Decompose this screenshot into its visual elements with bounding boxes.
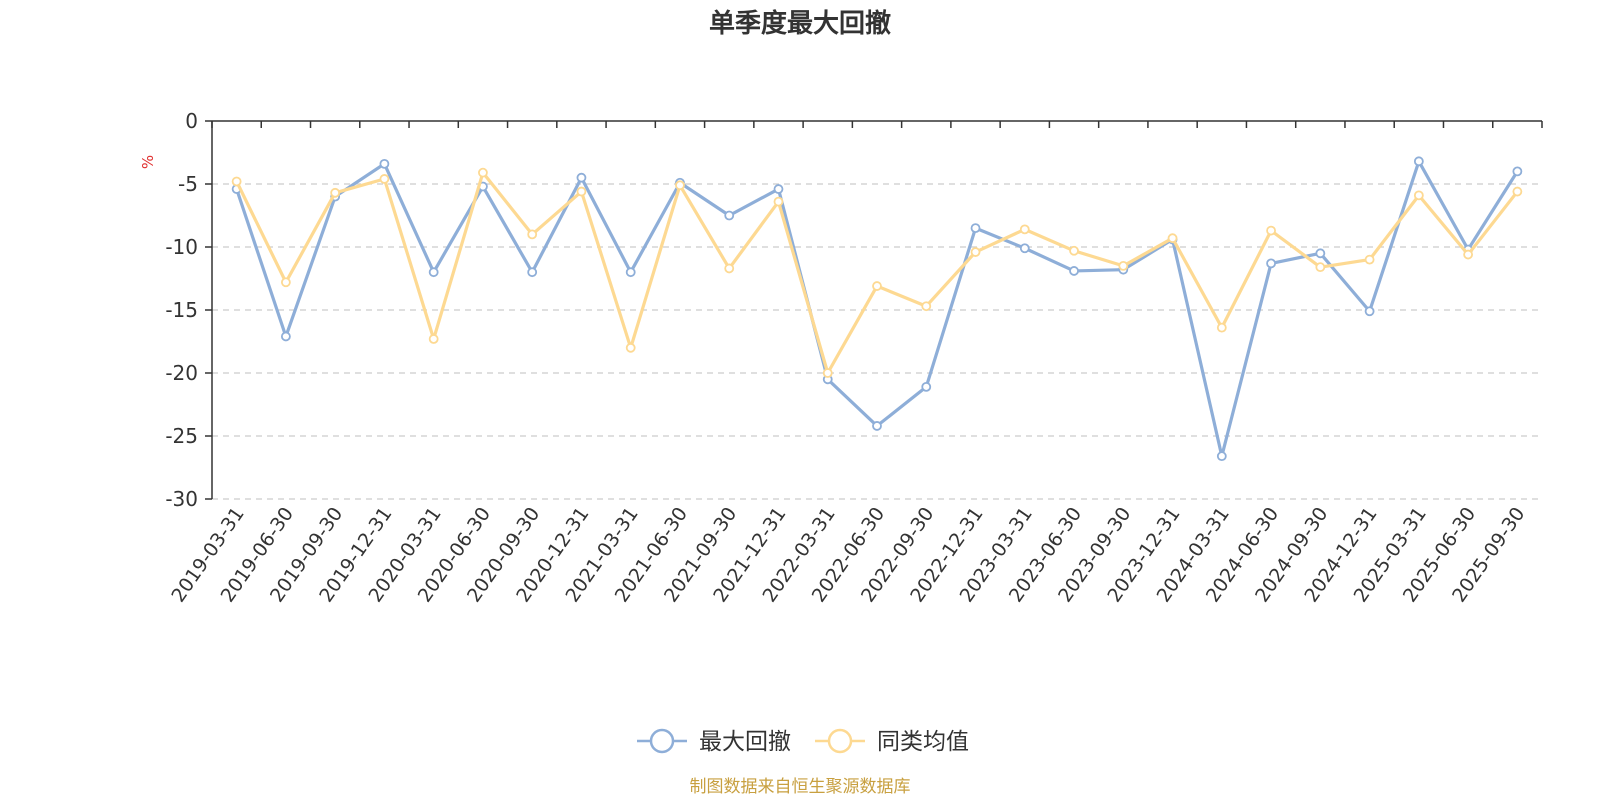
data-point[interactable] (280, 277, 291, 288)
data-point[interactable] (527, 267, 538, 278)
y-tick-label: 0 (185, 109, 198, 133)
data-point[interactable] (773, 196, 784, 207)
data-point[interactable] (822, 368, 833, 378)
data-point[interactable] (724, 210, 735, 221)
y-tick-label: -20 (165, 361, 198, 385)
axes (205, 120, 1543, 500)
legend-marker-icon (827, 728, 853, 754)
data-point[interactable] (1019, 243, 1030, 254)
data-point[interactable] (1315, 248, 1326, 259)
y-tick-labels: 0 -5 -10 -15 -20 -25 -30 (165, 109, 198, 511)
data-point[interactable] (872, 421, 882, 431)
data-point[interactable] (1266, 258, 1276, 269)
data-point[interactable] (1118, 260, 1129, 271)
data-point[interactable] (1019, 224, 1030, 235)
data-point[interactable] (379, 158, 390, 169)
data-point[interactable] (576, 186, 587, 197)
data-point[interactable] (921, 381, 932, 392)
series-line (235, 171, 1519, 375)
y-tick-label: -10 (165, 235, 198, 259)
data-point[interactable] (231, 176, 242, 187)
legend: 最大回撤 同类均值 (637, 728, 969, 755)
grid-lines (212, 183, 1542, 500)
data-point[interactable] (330, 187, 341, 198)
data-point[interactable] (1364, 306, 1375, 317)
legend-label: 最大回撤 (699, 729, 791, 755)
data-point[interactable] (1364, 254, 1375, 265)
chart-title: 单季度最大回撤 (709, 8, 891, 39)
data-point[interactable] (1315, 262, 1326, 273)
data-point[interactable] (379, 174, 390, 184)
data-point[interactable] (280, 331, 291, 342)
source-note: 制图数据来自恒生聚源数据库 (690, 777, 911, 797)
series-line (235, 159, 1519, 458)
data-point[interactable] (921, 301, 932, 312)
data-point[interactable] (1069, 266, 1079, 276)
data-point[interactable] (724, 263, 735, 274)
legend-marker-icon (649, 728, 675, 754)
y-tick-label: -25 (165, 424, 198, 448)
data-point[interactable] (428, 334, 439, 344)
data-point[interactable] (576, 172, 587, 183)
data-point[interactable] (478, 167, 488, 178)
data-point[interactable] (1413, 190, 1424, 201)
data-point[interactable] (428, 267, 439, 278)
legend-label: 同类均值 (877, 729, 969, 755)
y-tick-label: -30 (165, 487, 198, 511)
data-point[interactable] (773, 184, 784, 194)
series-2 (231, 167, 1523, 378)
data-point[interactable] (1216, 322, 1227, 333)
data-point[interactable] (625, 267, 636, 278)
data-point[interactable] (1413, 156, 1424, 167)
data-point[interactable] (1167, 233, 1178, 244)
data-point[interactable] (872, 281, 882, 291)
data-point[interactable] (1216, 451, 1227, 462)
y-tick-label: -5 (178, 172, 198, 196)
y-axis-unit-label: % (139, 155, 157, 169)
x-tick-labels: 2019-03-312019-06-302019-09-302019-12-31… (167, 503, 1529, 606)
data-point[interactable] (1512, 166, 1523, 177)
legend-item-1[interactable]: 最大回撤 (637, 728, 791, 755)
data-point[interactable] (625, 342, 636, 353)
series-lines (231, 156, 1523, 462)
data-point[interactable] (527, 229, 538, 240)
data-point[interactable] (1512, 186, 1523, 197)
data-point[interactable] (1069, 245, 1079, 256)
y-tick-label: -15 (165, 298, 198, 322)
data-point[interactable] (1463, 249, 1474, 260)
data-point[interactable] (970, 223, 981, 234)
legend-item-2[interactable]: 同类均值 (815, 728, 969, 755)
data-point[interactable] (1266, 225, 1276, 236)
data-point[interactable] (970, 247, 981, 257)
data-point[interactable] (675, 180, 685, 191)
